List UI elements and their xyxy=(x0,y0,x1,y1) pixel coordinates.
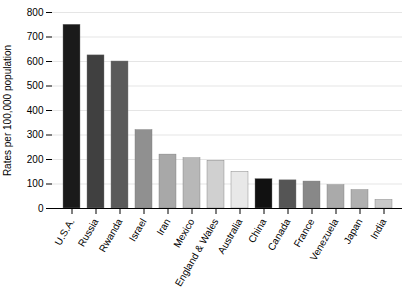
svg-text:Israel: Israel xyxy=(127,217,149,244)
svg-text:France: France xyxy=(291,216,316,249)
svg-text:Venezuela: Venezuela xyxy=(308,216,341,262)
svg-text:India: India xyxy=(368,216,389,241)
svg-text:England & Wales: England & Wales xyxy=(173,217,221,289)
svg-text:Iran: Iran xyxy=(154,217,172,237)
svg-text:Australia: Australia xyxy=(216,216,245,256)
svg-text:700: 700 xyxy=(27,31,44,42)
svg-text:0: 0 xyxy=(38,203,44,214)
svg-text:400: 400 xyxy=(27,105,44,116)
svg-text:Rwanda: Rwanda xyxy=(97,216,125,254)
svg-text:U.S.A.: U.S.A. xyxy=(53,217,77,248)
svg-text:800: 800 xyxy=(27,7,44,18)
svg-text:Canada: Canada xyxy=(265,216,292,252)
svg-text:Rates per 100,000 population: Rates per 100,000 population xyxy=(2,45,13,176)
svg-text:Japan: Japan xyxy=(341,217,364,246)
svg-text:500: 500 xyxy=(27,80,44,91)
svg-text:Russia: Russia xyxy=(76,216,101,248)
svg-text:100: 100 xyxy=(27,178,44,189)
svg-text:200: 200 xyxy=(27,154,44,165)
svg-text:China: China xyxy=(246,216,269,245)
svg-text:600: 600 xyxy=(27,56,44,67)
svg-text:300: 300 xyxy=(27,129,44,140)
svg-text:Mexico: Mexico xyxy=(171,216,197,249)
